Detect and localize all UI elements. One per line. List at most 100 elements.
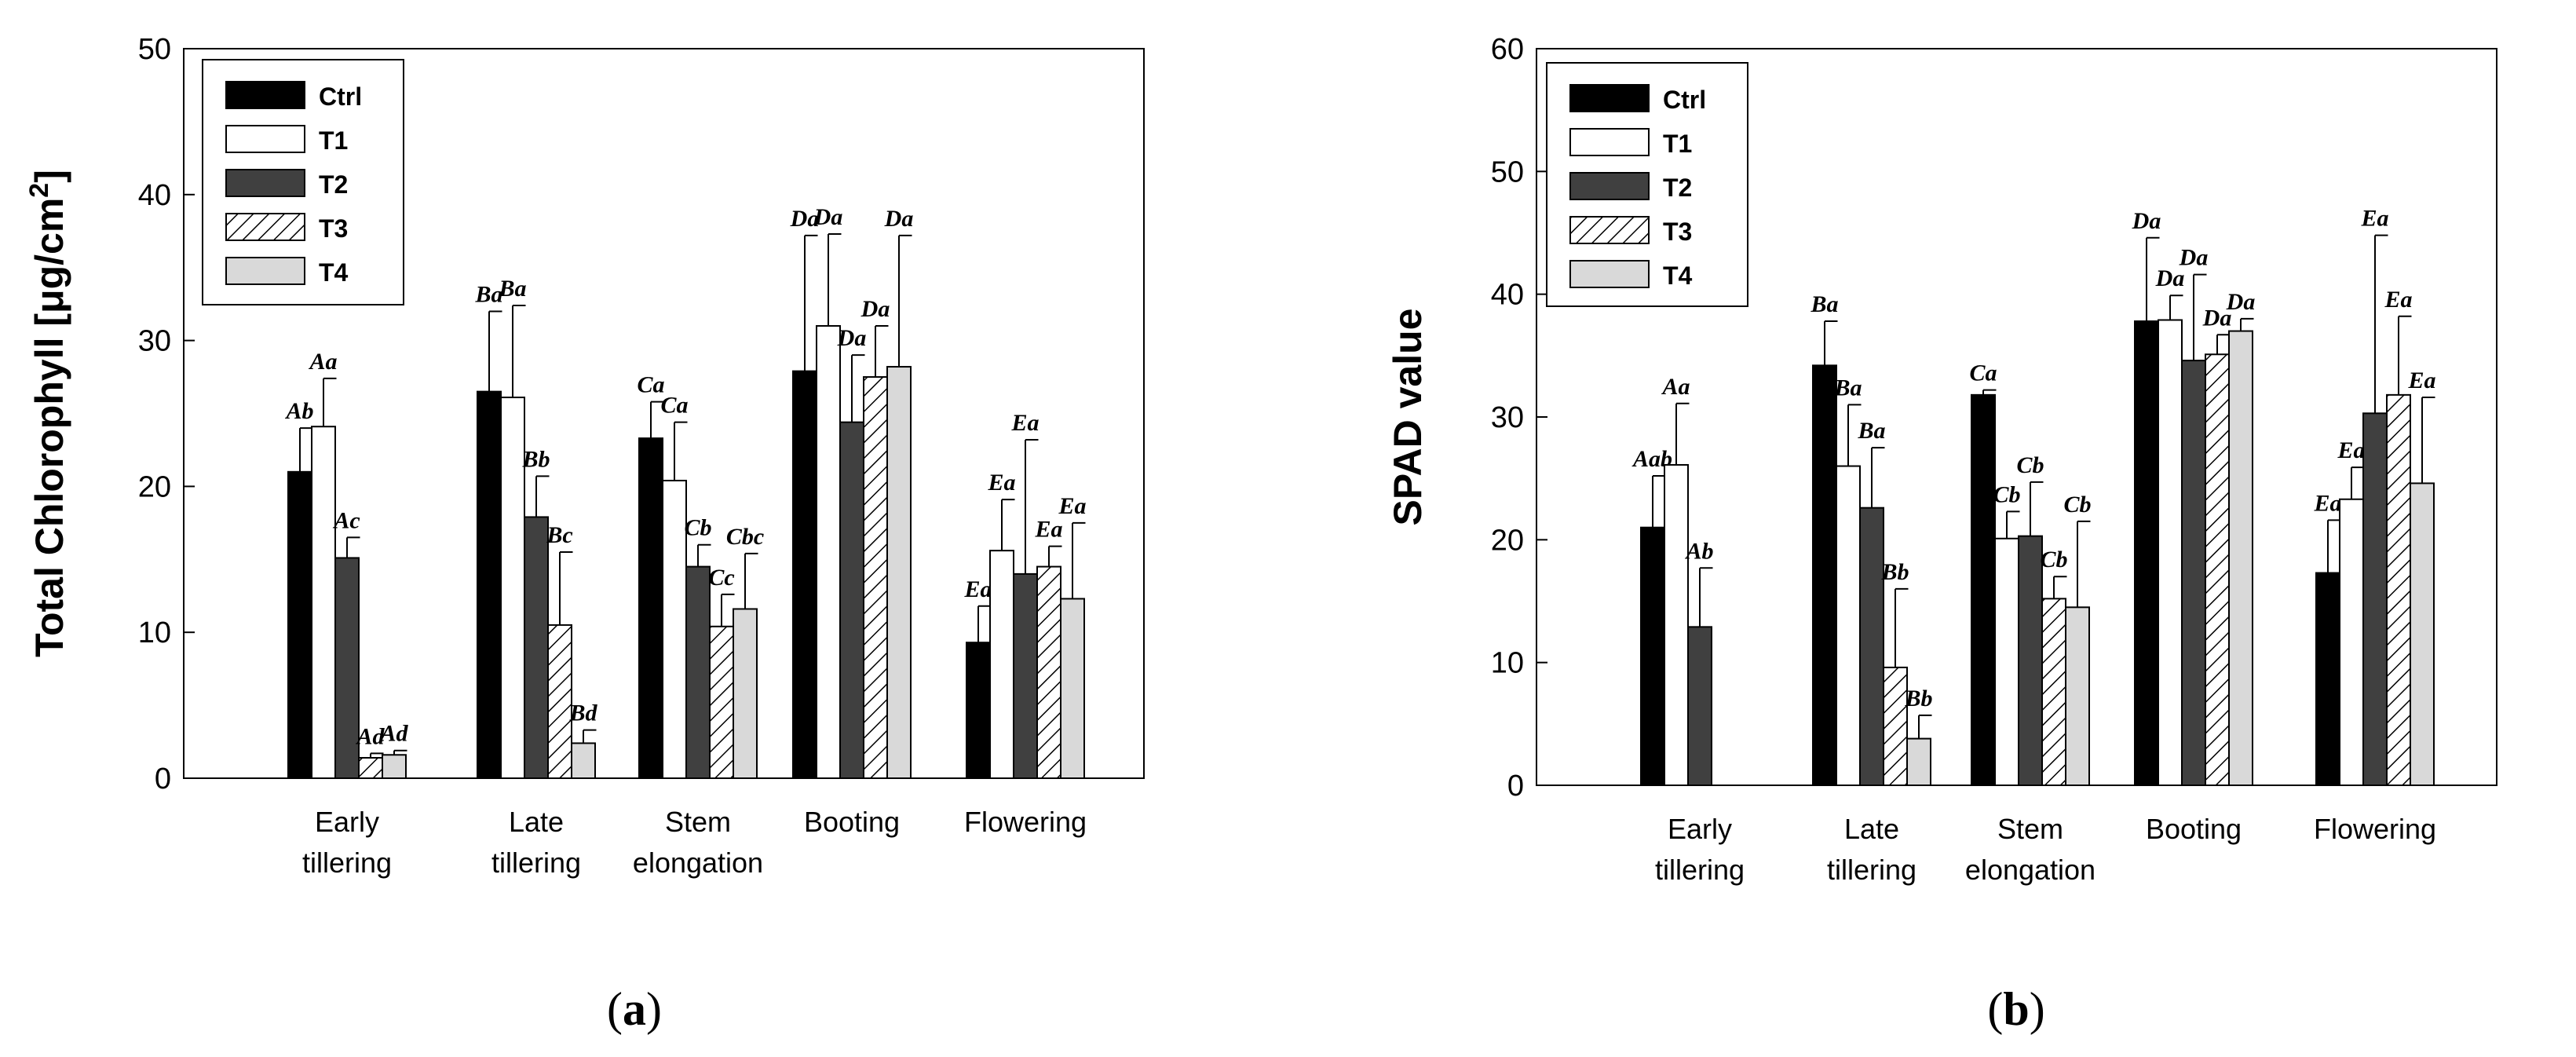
bar-ctrl: [966, 642, 991, 779]
y-axis-label-text: Total Chlorophyll [μg/cm: [27, 198, 71, 657]
legend-box: [202, 59, 404, 305]
bar-t1: [1836, 465, 1861, 786]
significance-label: Ba: [1833, 375, 1862, 400]
significance-label: Aa: [308, 349, 337, 375]
significance-label: Da: [2226, 289, 2256, 315]
y-axis-label-close: ]: [27, 170, 71, 183]
significance-label: Bb: [521, 446, 550, 472]
x-tick-label: Booting: [2146, 813, 2242, 845]
legend-swatch-t4: [1569, 260, 1650, 288]
legend-swatch-ctrl: [225, 81, 305, 109]
bar-t3: [863, 376, 888, 779]
bar-ctrl: [1812, 364, 1837, 786]
bar-ctrl: [2134, 320, 2159, 786]
x-tick-label: elongation: [633, 847, 763, 879]
significance-label: Ba: [1810, 291, 1838, 317]
x-tick-label: Early: [1668, 813, 1732, 845]
legend-swatch-t2: [1569, 172, 1650, 200]
x-tick-label: elongation: [1965, 854, 2096, 886]
x-tick-label: Stem: [665, 806, 731, 838]
y-tick-label: 40: [1491, 279, 1524, 312]
bar-t4: [2228, 330, 2253, 787]
y-tick-label: 30: [1491, 401, 1524, 434]
significance-label: Da: [2132, 208, 2161, 234]
significance-label: Cb: [1993, 481, 2020, 507]
significance-label: Ea: [2313, 490, 2341, 516]
legend-swatch-t4: [225, 257, 305, 285]
panel-label-letter: b: [2003, 983, 2029, 1035]
significance-label: Ca: [1969, 360, 1997, 386]
bar-ctrl: [477, 390, 502, 779]
legend-label-ctrl: Ctrl: [319, 82, 362, 111]
bar-ctrl: [638, 437, 663, 779]
x-tick-label: Early: [315, 806, 379, 838]
bar-t3: [2386, 393, 2411, 786]
significance-label: Bb: [1880, 559, 1909, 585]
bar-t1: [500, 397, 525, 779]
significance-label: Da: [860, 296, 890, 322]
significance-label: Bb: [1904, 686, 1932, 711]
y-axis-label-text: SPAD value: [1386, 309, 1430, 526]
chart-panel-b: 0 10 20 30 40 50 60 SPAD value Early tillering Lat…: [1386, 33, 2497, 1035]
significance-label: Ba: [498, 276, 526, 302]
significance-label: Ad: [355, 723, 385, 749]
significance-label: Ea: [2360, 206, 2388, 232]
significance-label: Ea: [1058, 493, 1086, 519]
y-axis-label: SPAD value: [1386, 309, 1430, 526]
legend-label-t1: T1: [319, 126, 348, 155]
significance-label: Cbc: [726, 524, 764, 550]
panel-label-open: (: [607, 983, 623, 1035]
bar-t2: [334, 557, 360, 780]
bar-t1: [1994, 537, 2019, 787]
bar-t4: [2410, 482, 2435, 786]
bar-ctrl: [287, 470, 312, 779]
bar-t4: [1060, 598, 1085, 779]
x-tick-label: tillering: [491, 847, 581, 879]
bar-t2: [685, 565, 711, 780]
bar-t1: [816, 325, 841, 779]
legend-swatch-t3: [1569, 216, 1650, 244]
significance-label: Ad: [378, 721, 408, 747]
y-tick-label: 10: [138, 616, 171, 649]
chart-panel-a: 0 10 20 30 40 50 Total Chlorophyll [μg/cm2] Ear…: [24, 33, 1145, 1035]
bar-t2: [2018, 535, 2043, 786]
y-axis-label-superscript: 2: [24, 183, 54, 198]
panel-label-close: ): [2030, 983, 2045, 1035]
significance-label: Ea: [963, 576, 992, 602]
legend-swatch-t1: [225, 125, 305, 153]
significance-label: Cb: [2040, 547, 2067, 572]
legend: Ctrl T1 T2 T3 T4: [1546, 62, 1748, 307]
significance-label: Ab: [284, 398, 313, 424]
bar-t4: [382, 754, 407, 779]
bar-t2: [2181, 360, 2206, 786]
y-tick-label: 0: [1507, 770, 1524, 803]
legend-swatch-t2: [225, 169, 305, 197]
bar-t3: [1883, 666, 1908, 786]
significance-label: Ca: [637, 372, 664, 398]
significance-label: Da: [837, 325, 867, 351]
y-tick-label: 50: [138, 33, 171, 66]
significance-label: Ba: [474, 281, 502, 307]
significance-label: Da: [884, 206, 914, 232]
legend-swatch-t1: [1569, 128, 1650, 156]
legend-label-t3: T3: [319, 214, 348, 243]
bar-t1: [1664, 463, 1689, 786]
x-tick-label: Stem: [1997, 813, 2063, 845]
significance-label: Bd: [568, 700, 597, 726]
panel-label-open: (: [1987, 983, 2003, 1035]
x-tick-label: Late: [1844, 813, 1899, 845]
panel-label-b: (b): [1987, 983, 2044, 1035]
x-tick-label: tillering: [302, 847, 392, 879]
x-tick-label: Flowering: [2314, 813, 2436, 845]
y-tick-label: 50: [1491, 155, 1524, 188]
x-tick-label: tillering: [1827, 854, 1916, 886]
bar-t4: [571, 742, 596, 780]
significance-label: Da: [813, 204, 843, 230]
legend-label-t1: T1: [1663, 130, 1692, 158]
bar-t1: [662, 479, 687, 780]
y-axis-label: Total Chlorophyll [μg/cm2]: [24, 170, 71, 657]
bar-t2: [1859, 507, 1884, 786]
bar-t2: [1687, 626, 1712, 787]
bar-t4: [886, 366, 912, 779]
